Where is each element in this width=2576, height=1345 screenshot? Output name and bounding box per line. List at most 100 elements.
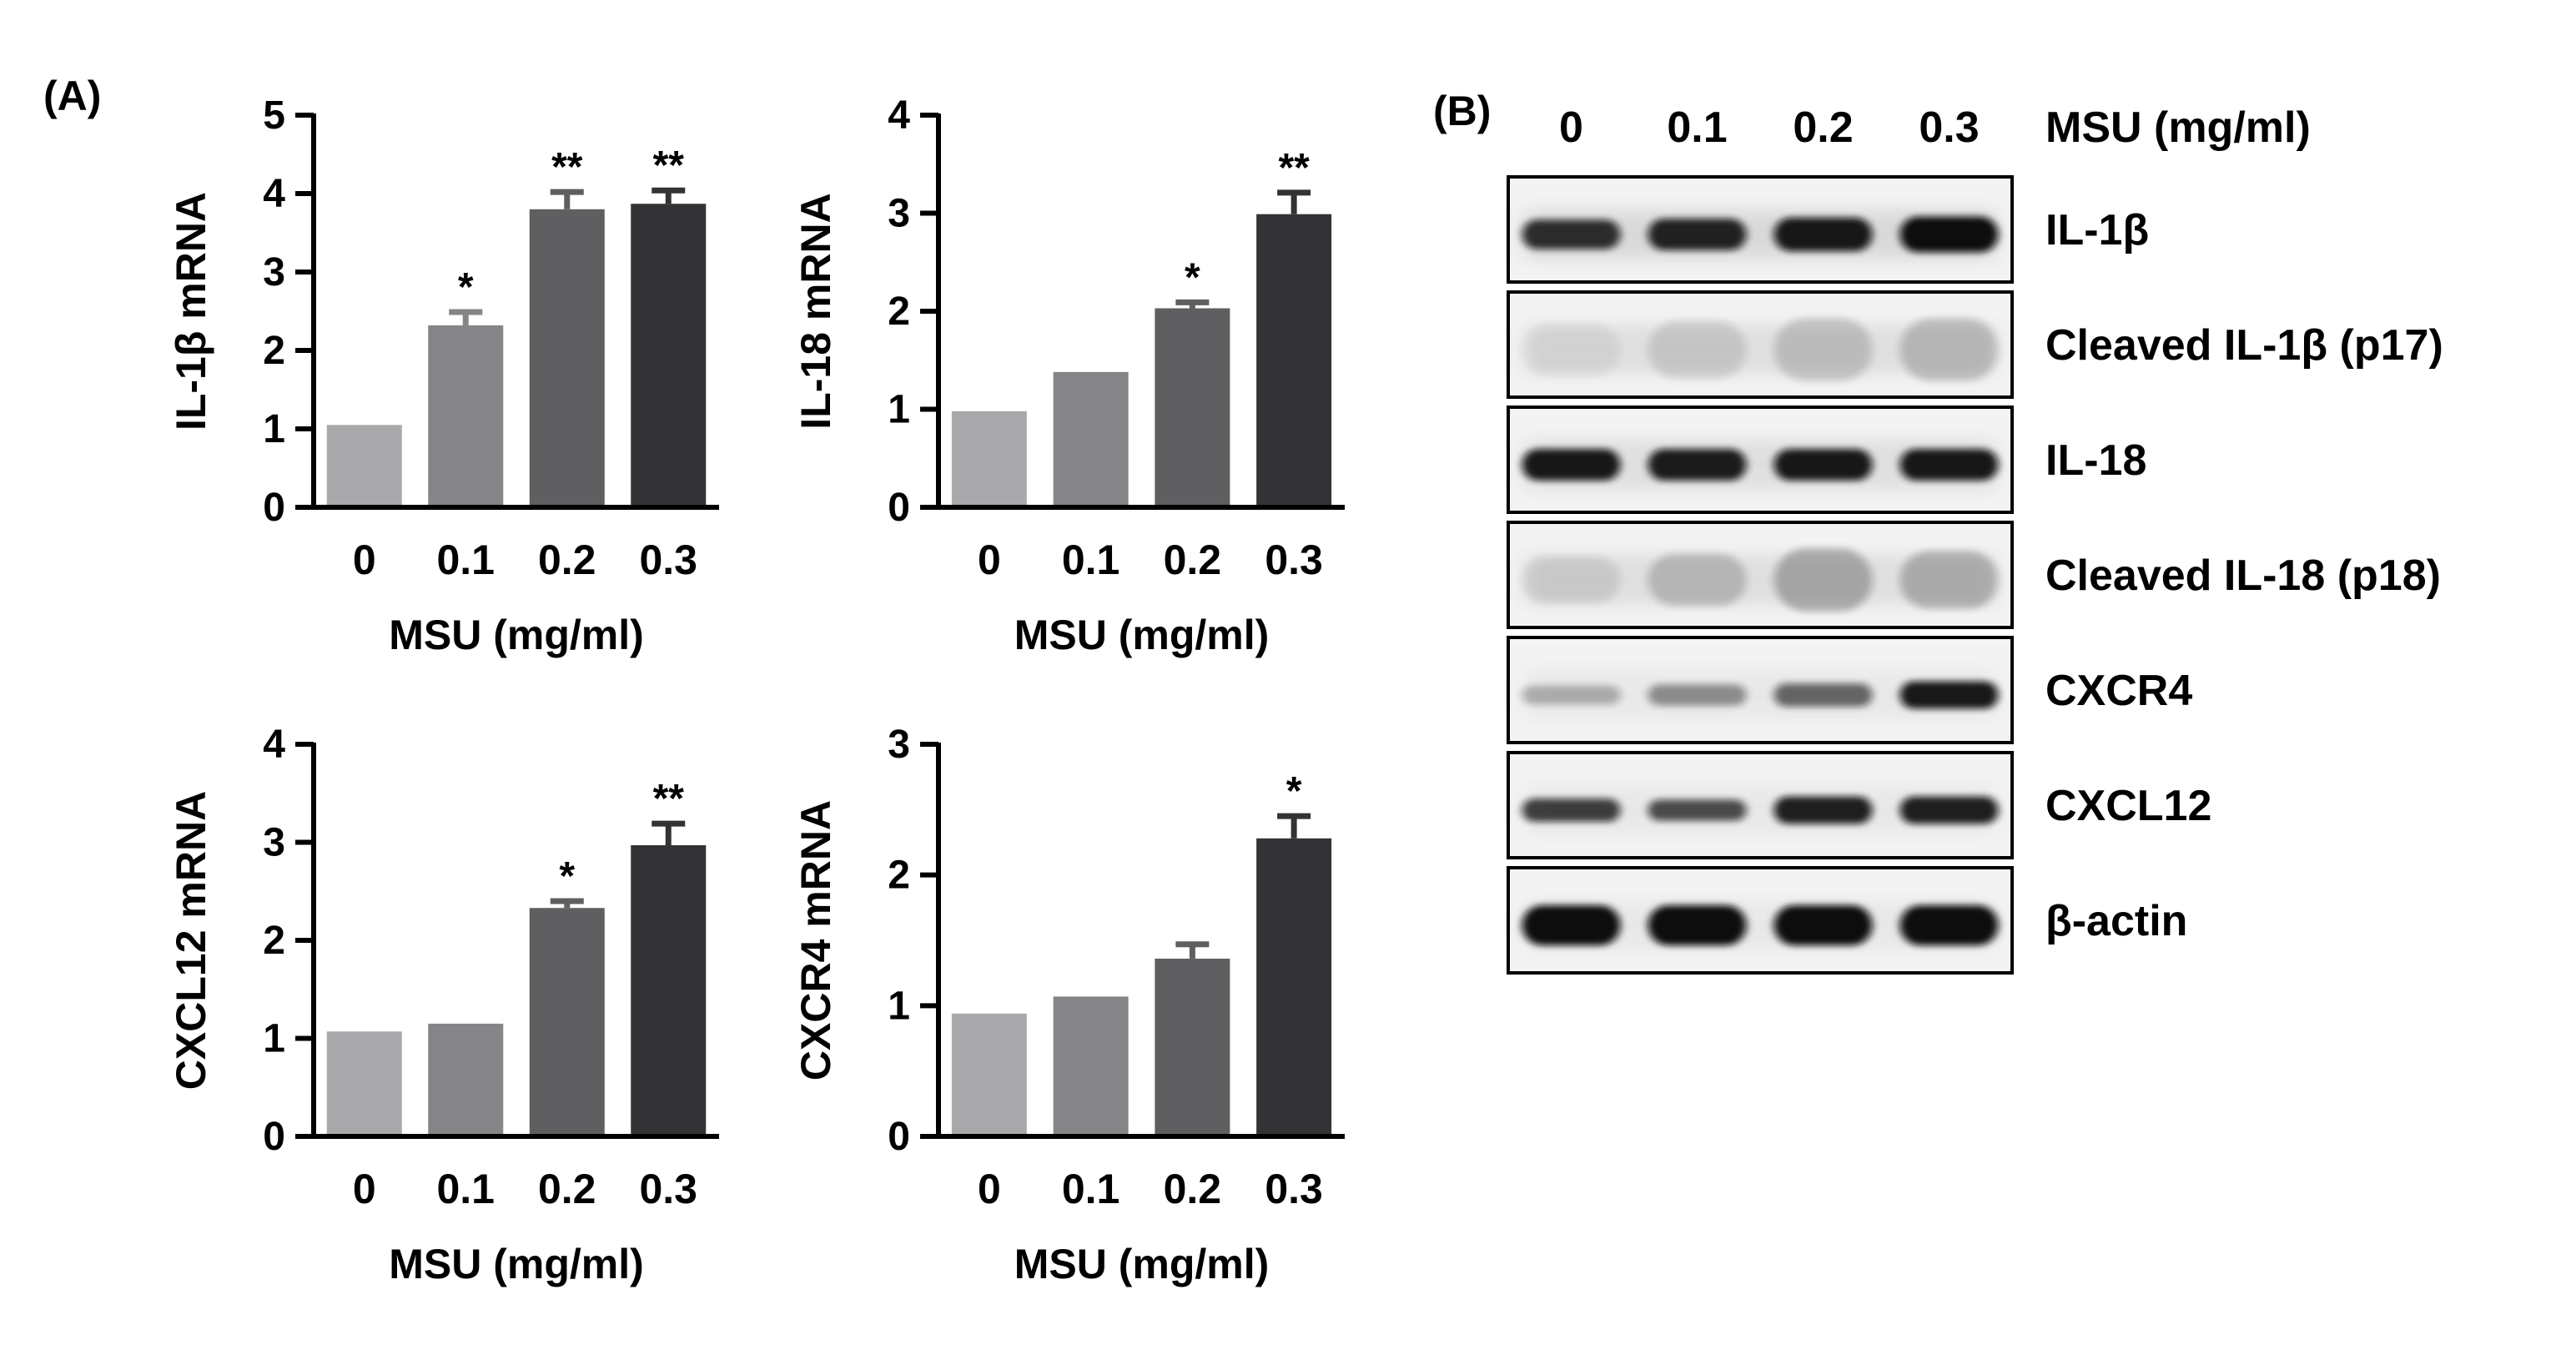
blot-band [1899, 318, 1999, 381]
blot-row: IL-1β [1507, 175, 2149, 284]
x-tick-label: 0.3 [1265, 536, 1323, 583]
x-tick-label: 0.2 [1164, 1166, 1222, 1212]
lane-label: 0.1 [1667, 103, 1727, 152]
x-tick-label: 0.1 [436, 1166, 495, 1212]
blot-row: IL-18 [1507, 406, 2146, 514]
blot-band [1774, 905, 1873, 945]
blot-row-label: CXCR4 [2045, 667, 2192, 715]
y-axis-title: IL-1β mRNA [168, 192, 214, 431]
bar [1053, 996, 1129, 1136]
y-tick-label: 0 [888, 486, 910, 530]
y-tick-label: 2 [888, 290, 910, 334]
blot-band [1522, 323, 1621, 376]
blot-row-label: IL-1β [2045, 206, 2149, 254]
blot-row: CXCL12 [1507, 751, 2211, 859]
x-tick-label: 0.2 [538, 1166, 596, 1212]
y-axis-title: CXCL12 mRNA [168, 791, 214, 1090]
x-axis-title: MSU (mg/ml) [389, 1241, 644, 1287]
blot-band [1774, 548, 1873, 612]
blot-band [1899, 905, 1999, 945]
y-tick-label: 2 [888, 854, 910, 898]
blot-band [1648, 553, 1747, 607]
x-axis-title: MSU (mg/ml) [1014, 1241, 1270, 1287]
bar [428, 325, 504, 507]
x-tick-label: 0 [978, 1166, 1001, 1212]
bar [529, 908, 605, 1136]
blot-row: Cleaved IL-18 (p18) [1507, 521, 2441, 629]
blot-band [1648, 219, 1747, 250]
x-tick-label: 0.3 [639, 536, 697, 583]
blot-band [1774, 449, 1873, 481]
blot-band [1522, 905, 1621, 945]
blot-row-label: Cleaved IL-1β (p17) [2045, 321, 2443, 370]
significance-mark: ** [653, 777, 685, 821]
x-tick-label: 0.2 [538, 536, 596, 583]
significance-mark: * [559, 854, 575, 899]
blot-band [1774, 796, 1873, 824]
blot-row-label: Cleaved IL-18 (p18) [2045, 552, 2441, 600]
blot-row-label: CXCL12 [2045, 782, 2211, 830]
y-tick-label: 1 [263, 407, 285, 451]
bar [1256, 214, 1332, 507]
x-tick-label: 0.1 [436, 536, 495, 583]
bar [326, 425, 402, 507]
blot-band [1522, 798, 1621, 822]
blot-band [1648, 320, 1747, 379]
x-axis-title: MSU (mg/ml) [1014, 612, 1270, 658]
lane-label: 0 [1559, 103, 1583, 152]
y-tick-label: 2 [263, 329, 285, 373]
x-tick-label: 0 [978, 536, 1001, 583]
blot-band [1899, 681, 1999, 709]
x-tick-label: 0.2 [1164, 536, 1222, 583]
x-axis-title: MSU (mg/ml) [389, 612, 644, 658]
y-tick-label: 4 [263, 723, 285, 767]
y-axis-title: CXCR4 mRNA [792, 800, 839, 1081]
blot-row-label: IL-18 [2045, 436, 2146, 485]
blot-band [1899, 551, 1999, 609]
significance-mark: ** [1278, 146, 1310, 190]
y-tick-label: 4 [888, 93, 910, 138]
x-tick-label: 0 [353, 536, 376, 583]
blot-band [1522, 556, 1621, 604]
bar [326, 1031, 402, 1136]
significance-mark: * [1185, 255, 1200, 300]
y-tick-label: 1 [888, 984, 910, 1028]
x-tick-label: 0.1 [1062, 1166, 1120, 1212]
bar [951, 1013, 1027, 1136]
x-tick-label: 0.3 [1265, 1166, 1323, 1212]
blot-band [1522, 449, 1621, 481]
blot-header: MSU (mg/ml) [2045, 103, 2311, 152]
western-blot-panel-b: 0 0.1 0.2 0.3 MSU (mg/ml) IL-1β Cleaved IL-1β … [1507, 103, 2443, 975]
x-tick-label: 0.3 [639, 1166, 697, 1212]
bar-chart-4: * 0 1 2 3 0 0.1 0.2 0.3 MSU (mg/ml) CXCR4 mRNA [792, 723, 1345, 1287]
blot-band [1648, 684, 1747, 706]
blot-row-label: β-actin [2045, 897, 2187, 945]
bar [631, 204, 707, 507]
blot-row: Cleaved IL-1β (p17) [1507, 290, 2443, 399]
bar [631, 845, 707, 1136]
x-tick-label: 0.1 [1062, 536, 1120, 583]
bar [428, 1023, 504, 1136]
blot-band [1774, 683, 1873, 707]
y-tick-label: 0 [263, 486, 285, 530]
blot-row: CXCR4 [1507, 636, 2192, 744]
blot-band [1899, 216, 1999, 253]
blot-band [1774, 217, 1873, 252]
y-axis-title: IL-18 mRNA [792, 193, 839, 429]
y-tick-label: 2 [263, 919, 285, 963]
bar [1155, 958, 1230, 1136]
y-tick-label: 0 [263, 1115, 285, 1159]
y-tick-label: 5 [263, 93, 285, 138]
y-tick-label: 3 [263, 821, 285, 865]
significance-mark: * [1286, 769, 1302, 814]
blot-band [1648, 799, 1747, 821]
blot-band [1522, 219, 1621, 249]
y-tick-label: 4 [263, 172, 285, 216]
y-tick-label: 3 [888, 192, 910, 236]
panel-label-b: (B) [1433, 88, 1491, 134]
